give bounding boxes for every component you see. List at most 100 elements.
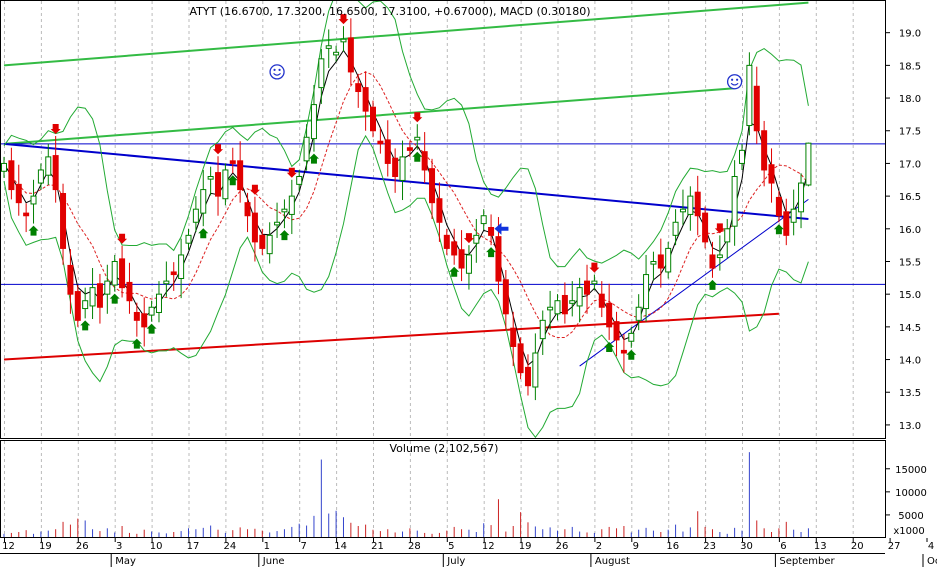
candle-body xyxy=(266,234,273,255)
candle-body xyxy=(37,169,44,184)
candle-body xyxy=(761,130,768,171)
x-tick-label: 2 xyxy=(596,541,602,552)
candle-body xyxy=(274,221,281,226)
y-tick-label: 14.5 xyxy=(899,323,921,334)
candle-body xyxy=(288,195,295,215)
candle-body xyxy=(768,164,775,184)
candle-body xyxy=(325,45,332,49)
volume-y-tick-label: 5000 xyxy=(898,511,923,522)
candle-body xyxy=(739,149,745,164)
volume-y-tick-label: 15000 xyxy=(895,465,927,476)
volume-y-tick-label: 10000 xyxy=(895,488,927,499)
candle-body xyxy=(657,254,664,269)
candle-body xyxy=(495,236,502,282)
down-arrow-icon xyxy=(463,233,474,244)
y-tick-label: 18.5 xyxy=(899,61,921,72)
candle-body xyxy=(399,156,406,181)
x-tick-label: 6 xyxy=(780,541,786,552)
candle-body xyxy=(23,212,30,217)
candle-body xyxy=(170,271,177,276)
x-tick-label: 28 xyxy=(408,541,421,552)
up-arrow-icon xyxy=(486,247,497,258)
candle-body xyxy=(731,176,738,227)
candle-body xyxy=(488,226,495,236)
candle-body xyxy=(576,287,583,307)
candle-body xyxy=(163,280,170,285)
candle-body xyxy=(783,211,790,236)
x-tick-label: 24 xyxy=(224,541,237,552)
candle-body xyxy=(192,208,199,223)
candle-body xyxy=(458,249,465,269)
x-tick-label: 21 xyxy=(371,541,384,552)
y-tick-label: 13.5 xyxy=(899,388,921,399)
candle-body xyxy=(414,136,421,141)
y-tick-label: 16.5 xyxy=(899,192,921,203)
x-tick-label: 30 xyxy=(740,541,753,552)
month-label: August xyxy=(595,556,630,567)
candle-body xyxy=(687,195,694,215)
candle-body xyxy=(517,343,524,374)
down-arrow-icon xyxy=(338,14,349,25)
candle-body xyxy=(126,281,133,302)
smiley-icon xyxy=(726,74,743,90)
candle-body xyxy=(724,228,731,243)
candle-body xyxy=(30,195,37,205)
candle-body xyxy=(539,319,546,340)
candle-body xyxy=(480,215,487,225)
x-tick-label: 12 xyxy=(2,541,15,552)
candle-body xyxy=(753,85,760,132)
x-tick-label: 9 xyxy=(633,541,639,552)
up-arrow-icon xyxy=(198,228,209,239)
candle-body xyxy=(465,254,472,274)
volume-bars xyxy=(3,452,809,538)
down-arrow-icon xyxy=(117,233,128,244)
x-tick-label: 12 xyxy=(482,541,495,552)
candle-body xyxy=(406,147,413,151)
down-arrow-icon xyxy=(286,167,297,178)
candle-body xyxy=(155,293,162,313)
up-arrow-icon xyxy=(412,151,423,162)
up-arrow-icon xyxy=(604,341,615,352)
up-arrow-icon xyxy=(227,175,238,186)
overlay-rising-support xyxy=(579,198,809,367)
x-tick-label: 7 xyxy=(301,541,307,552)
candle-body xyxy=(251,212,258,243)
candle-body xyxy=(443,234,450,249)
down-arrow-icon xyxy=(589,262,600,273)
overlay-falling-trendline xyxy=(3,142,809,220)
candle-body xyxy=(650,260,657,265)
up-arrow-icon xyxy=(773,224,784,235)
overlay-channel-upper xyxy=(3,1,809,67)
candle-body xyxy=(52,155,59,191)
candle-body xyxy=(716,254,723,259)
candle-body xyxy=(532,352,539,388)
up-arrow-icon xyxy=(28,225,39,236)
up-arrow-icon xyxy=(80,320,91,331)
candle-body xyxy=(355,83,362,93)
volume-unit-label: x1000 xyxy=(893,526,924,537)
overlay-rising-base xyxy=(3,312,779,361)
y-tick-label: 15.0 xyxy=(899,290,921,301)
candle-body xyxy=(613,321,620,341)
x-tick-label: 27 xyxy=(888,541,901,552)
x-tick-label: 1 xyxy=(264,541,270,552)
candle-body xyxy=(281,208,288,213)
up-arrow-icon xyxy=(449,266,460,277)
candle-body xyxy=(392,157,399,178)
x-tick-label: 14 xyxy=(334,541,347,552)
x-tick-label: 16 xyxy=(666,541,679,552)
y-tick-label: 19.0 xyxy=(899,29,921,40)
candle-body xyxy=(259,234,266,249)
candle-body xyxy=(119,258,126,289)
candle-body xyxy=(672,221,679,236)
candle-body xyxy=(222,169,229,200)
candle-body xyxy=(798,182,805,213)
x-tick-label: 23 xyxy=(703,541,716,552)
candle-body xyxy=(643,274,650,310)
down-arrow-icon xyxy=(50,123,61,134)
volume-chart-title: Volume (2,102,567) xyxy=(390,442,499,455)
down-arrow-icon xyxy=(213,144,224,155)
candle-body xyxy=(569,300,576,304)
candle-body xyxy=(451,241,458,256)
